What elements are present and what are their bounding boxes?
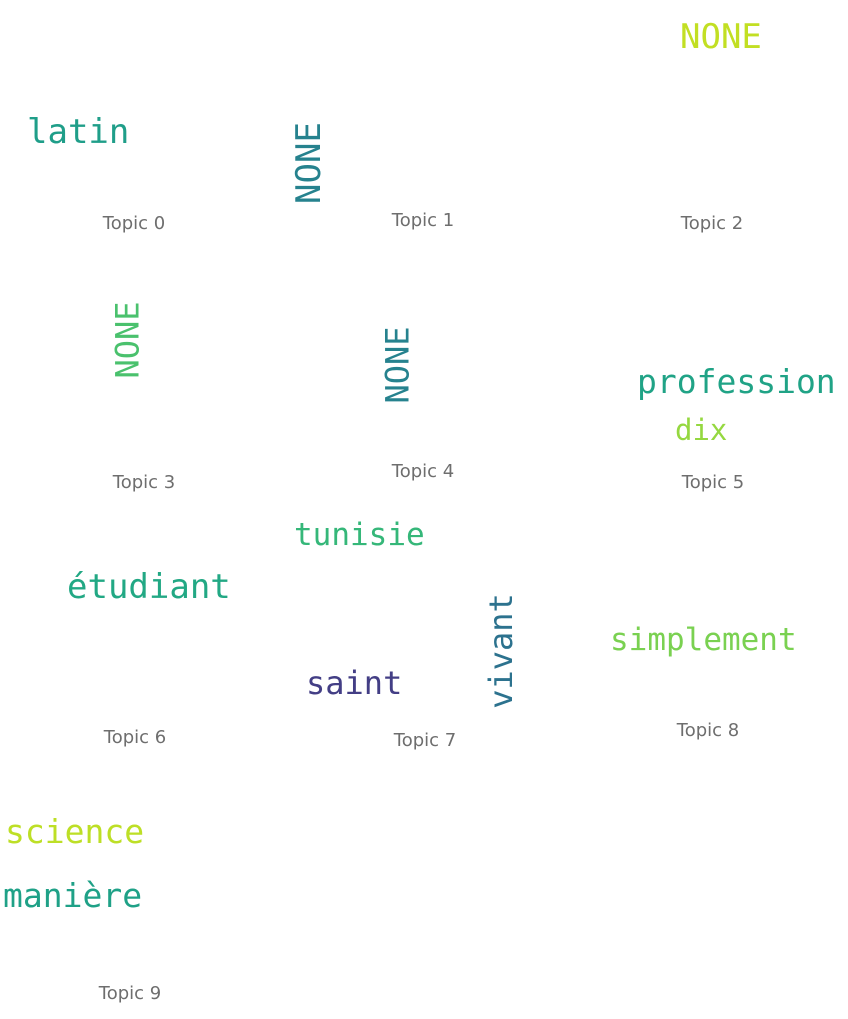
topic-4-word-none: NONE	[378, 326, 417, 404]
topic-2-label: Topic 2	[680, 213, 744, 234]
topic-9-word-science: science	[5, 812, 145, 851]
topic-7-word-vivant: vivant	[481, 593, 520, 709]
topic-8-word-simplement: simplement	[610, 622, 797, 658]
topic-5-word-profession: profession	[637, 362, 836, 401]
topic-0-word-latin: latin	[27, 112, 130, 152]
topic-6-label: Topic 6	[103, 727, 167, 748]
topic-3-label: Topic 3	[112, 472, 176, 493]
topic-2-word-none: NONE	[680, 17, 762, 57]
topic-1-label: Topic 1	[391, 210, 455, 231]
topic-3-word-none: NONE	[108, 301, 147, 379]
topic-7-label: Topic 7	[393, 730, 457, 751]
topic-5-label: Topic 5	[681, 472, 745, 493]
topic-4-label: Topic 4	[391, 461, 455, 482]
topic-7-word-tunisie: tunisie	[294, 517, 425, 553]
topic-8-label: Topic 8	[676, 720, 740, 741]
topic-0-label: Topic 0	[102, 213, 166, 234]
topic-7-word-saint: saint	[306, 664, 403, 702]
topic-9-label: Topic 9	[98, 983, 162, 1004]
topic-6-word-etudiant: étudiant	[67, 567, 231, 607]
topic-1-word-none: NONE	[288, 122, 329, 204]
topic-9-word-maniere: manière	[3, 876, 143, 915]
topic-5-word-dix: dix	[675, 413, 728, 447]
